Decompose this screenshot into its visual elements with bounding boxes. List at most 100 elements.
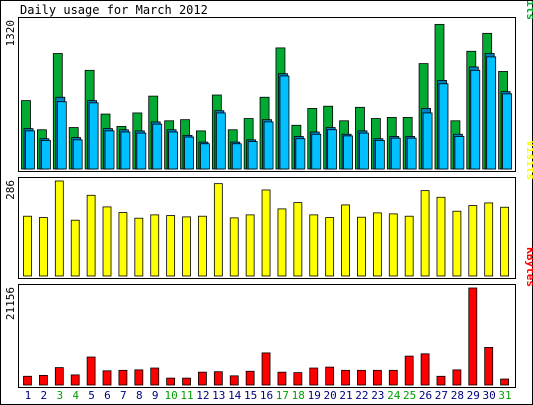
bar-pages — [295, 138, 306, 170]
x-tick-label: 16 — [260, 389, 273, 402]
bar-pages — [41, 140, 51, 170]
x-tick-label: 6 — [104, 389, 111, 402]
bar-kbytes — [86, 356, 96, 386]
bar-visits — [39, 217, 48, 277]
x-tick-label: 1 — [25, 389, 32, 402]
x-tick-label: 21 — [339, 389, 352, 402]
x-tick-label: 17 — [276, 389, 289, 402]
bar-visits — [102, 206, 112, 277]
bar-kbytes — [102, 370, 112, 386]
bar-pages — [25, 130, 35, 170]
bar-kbytes — [309, 367, 319, 386]
bar-pages — [279, 75, 290, 170]
bar-kbytes — [54, 367, 64, 386]
bar-pages — [200, 143, 210, 170]
bar-kbytes — [341, 369, 350, 386]
bar-pages — [327, 129, 338, 170]
bar-visits — [436, 196, 446, 277]
legend-entry-visits: Visits — [524, 140, 533, 180]
bar-pages — [470, 69, 481, 170]
legend-entry-kbytes: KBytes — [524, 247, 533, 287]
bar-visits — [182, 216, 191, 277]
bar-kbytes — [372, 369, 382, 386]
bar-kbytes — [357, 369, 366, 386]
bar-pages — [502, 93, 512, 170]
bar-pages — [184, 136, 194, 170]
x-tick-label: 23 — [371, 389, 384, 402]
bar-pages — [168, 131, 179, 170]
bar-kbytes — [484, 347, 494, 386]
x-tick-label: 5 — [88, 389, 95, 402]
bar-pages — [56, 101, 67, 170]
bar-kbytes — [436, 375, 446, 386]
x-tick-label: 7 — [120, 389, 127, 402]
y-max-label-hits: 1320 — [4, 20, 17, 47]
bar-pages — [152, 123, 163, 170]
bar-pages — [422, 112, 433, 170]
bar-kbytes — [245, 370, 255, 386]
bar-pages — [406, 137, 417, 170]
bar-visits — [293, 202, 303, 277]
bar-kbytes — [213, 371, 223, 386]
bar-visits — [468, 205, 478, 277]
bar-pages — [359, 132, 369, 170]
x-tick-label: 19 — [308, 389, 321, 402]
bar-pages — [215, 112, 226, 170]
bar-pages — [454, 136, 465, 170]
bar-visits — [229, 217, 239, 277]
bar-visits — [150, 214, 160, 277]
x-tick-label: 31 — [498, 389, 511, 402]
legend-entry-hits: Hits — [524, 0, 533, 20]
bar-pages — [88, 102, 99, 170]
bar-kbytes — [468, 287, 478, 386]
bar-visits — [86, 194, 96, 277]
bar-visits — [452, 210, 462, 277]
legend-visits: Visits — [524, 140, 533, 180]
bar-pages — [136, 132, 147, 170]
bar-pages — [120, 131, 131, 170]
bar-kbytes — [70, 374, 80, 386]
bar-visits — [118, 212, 128, 277]
bar-visits — [420, 190, 430, 277]
bar-kbytes — [500, 378, 509, 386]
x-tick-label: 28 — [451, 389, 464, 402]
x-tick-label: 25 — [403, 389, 416, 402]
x-tick-label: 9 — [152, 389, 159, 402]
bar-kbytes — [293, 372, 303, 386]
bar-pages — [390, 137, 401, 170]
bar-visits — [404, 215, 414, 277]
bar-visits — [388, 213, 398, 277]
bar-pages — [263, 121, 274, 170]
legend-hits: Pages/Files/Hits — [524, 0, 533, 20]
bar-visits — [54, 180, 64, 277]
bar-kbytes — [261, 352, 271, 386]
bar-kbytes — [452, 369, 462, 386]
bar-kbytes — [166, 377, 176, 386]
bar-kbytes — [404, 355, 414, 386]
x-tick-label: 22 — [355, 389, 368, 402]
bar-visits — [23, 215, 32, 277]
x-tick-label: 20 — [323, 389, 336, 402]
bar-pages — [72, 139, 83, 170]
x-tick-label: 18 — [292, 389, 305, 402]
x-tick-label: 29 — [467, 389, 480, 402]
bar-pages — [486, 56, 497, 170]
bar-kbytes — [118, 369, 128, 386]
bar-visits — [325, 217, 335, 277]
bar-kbytes — [134, 369, 144, 386]
x-tick-label: 3 — [56, 389, 63, 402]
y-max-label-visits: 286 — [4, 180, 17, 200]
bar-kbytes — [39, 374, 48, 386]
bar-pages — [374, 140, 385, 170]
bar-visits — [166, 215, 176, 277]
bar-kbytes — [277, 371, 287, 386]
bar-pages — [247, 141, 258, 170]
bar-visits — [484, 202, 494, 277]
bar-visits — [261, 189, 271, 277]
x-tick-label: 14 — [228, 389, 242, 402]
x-tick-label: 11 — [180, 389, 193, 402]
bar-kbytes — [420, 353, 430, 386]
bar-pages — [311, 133, 322, 170]
chart-title: Daily usage for March 2012 — [20, 3, 208, 17]
